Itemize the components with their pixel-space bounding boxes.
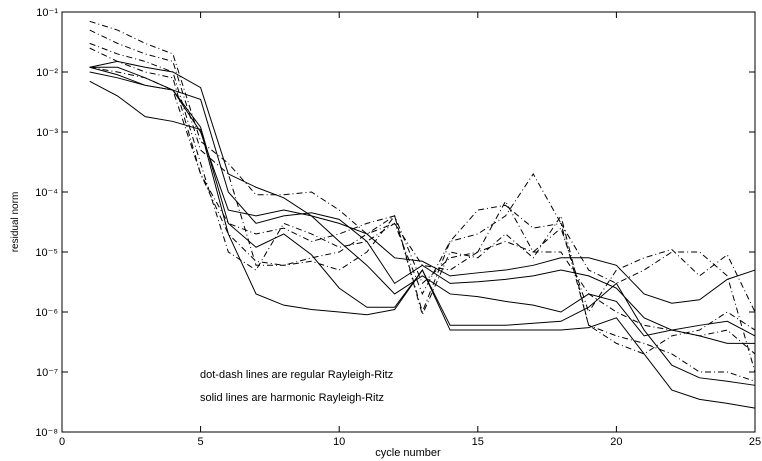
y-tick-label: 10⁻⁴: [35, 187, 58, 199]
x-tick-label: 0: [59, 436, 65, 448]
x-tick-label: 10: [333, 436, 345, 448]
annotation: solid lines are harmonic Rayleigh-Ritz: [200, 392, 384, 404]
annotation: dot-dash lines are regular Rayleigh-Ritz: [200, 369, 393, 381]
series-line: [89, 47, 756, 314]
plot-frame: [61, 11, 756, 433]
series-line: [89, 20, 756, 355]
y-tick-label: 10⁻²: [36, 67, 58, 79]
x-tick-label: 15: [472, 436, 484, 448]
series-line: [89, 66, 756, 386]
x-tick-label: 20: [610, 436, 622, 448]
y-tick-label: 10⁻⁷: [36, 367, 58, 379]
x-axis-title: cycle number: [375, 447, 441, 459]
x-tick-label: 25: [749, 436, 761, 448]
series-line: [89, 66, 756, 337]
series-line: [89, 60, 756, 304]
y-tick-label: 10⁻⁶: [35, 307, 58, 319]
y-tick-label: 10⁻⁸: [35, 427, 58, 439]
series-line: [89, 66, 756, 355]
y-tick-label: 10⁻⁵: [35, 247, 58, 259]
y-tick-label: 10⁻¹: [36, 7, 58, 19]
series-line: [89, 42, 756, 373]
series-line: [89, 80, 756, 409]
y-tick-label: 10⁻³: [36, 127, 58, 139]
x-tick-label: 5: [198, 436, 204, 448]
series-line: [89, 29, 756, 382]
series-line: [89, 71, 755, 344]
y-axis-title: residual norm: [10, 192, 21, 253]
